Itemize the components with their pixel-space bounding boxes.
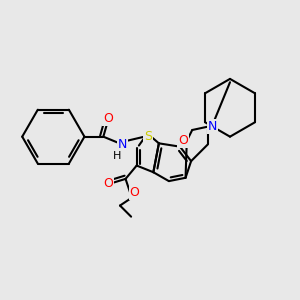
Text: N: N — [208, 120, 217, 133]
Text: N: N — [118, 138, 127, 151]
Text: S: S — [144, 130, 152, 143]
Text: H: H — [112, 151, 121, 160]
Text: O: O — [130, 186, 140, 199]
Text: O: O — [178, 134, 188, 146]
Text: O: O — [103, 112, 113, 125]
Text: O: O — [103, 177, 113, 190]
